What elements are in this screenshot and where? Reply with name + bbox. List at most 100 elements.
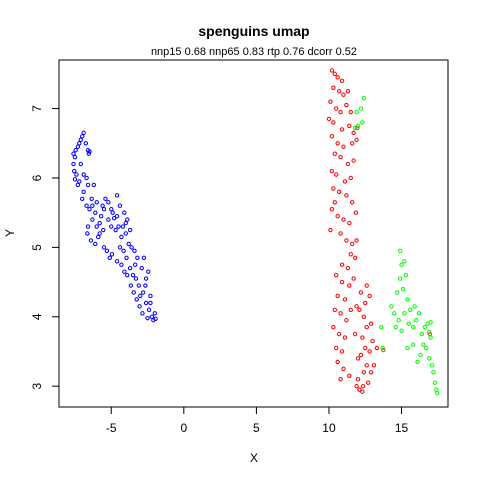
data-point-series-3	[428, 320, 433, 325]
data-point-series-2	[345, 89, 351, 94]
data-point-series-1	[85, 224, 91, 229]
data-point-series-1	[129, 245, 134, 250]
data-point-series-1	[78, 161, 83, 167]
data-point-series-1	[138, 293, 143, 299]
data-point-series-1	[117, 203, 123, 208]
axis-ticks: -5 0 5 10 15 3 4 5 6 7	[30, 105, 409, 435]
data-point-series-1	[106, 200, 111, 205]
data-point-series-2	[334, 345, 339, 351]
data-point-series-1	[71, 151, 76, 156]
data-point-series-1	[122, 269, 127, 274]
data-point-series-3	[415, 359, 420, 365]
data-point-series-2	[370, 338, 375, 344]
y-tick-label: 3	[30, 383, 44, 390]
data-point-series-2	[367, 293, 372, 299]
data-point-series-2	[335, 213, 340, 219]
data-point-series-3	[422, 324, 427, 330]
data-point-series-1	[125, 272, 130, 278]
data-point-series-2	[336, 189, 342, 195]
data-point-series-3	[380, 345, 385, 351]
data-point-series-2	[348, 307, 353, 313]
data-point-series-3	[412, 304, 417, 309]
data-point-series-1	[101, 245, 107, 250]
data-point-series-1	[120, 224, 126, 229]
y-tick-label: 4	[30, 313, 44, 320]
data-point-series-1	[126, 241, 131, 247]
data-point-series-3	[355, 123, 361, 129]
data-point-series-1	[133, 262, 138, 267]
data-point-series-1	[101, 207, 107, 212]
data-point-series-1	[89, 196, 94, 202]
data-point-series-2	[332, 200, 337, 205]
data-point-series-1	[71, 161, 76, 167]
data-point-series-1	[136, 283, 142, 288]
data-point-series-1	[117, 245, 123, 250]
data-point-series-2	[358, 290, 364, 295]
data-point-series-1	[114, 213, 120, 219]
data-point-series-1	[124, 255, 129, 260]
data-point-series-1	[97, 231, 102, 236]
data-point-series-3	[354, 109, 359, 115]
data-point-series-2	[345, 161, 351, 167]
y-axis-label: Y	[3, 229, 17, 237]
data-point-series-2	[339, 279, 345, 285]
data-point-series-1	[106, 217, 111, 222]
data-point-series-1	[146, 307, 152, 313]
data-point-series-2	[335, 141, 340, 146]
data-point-series-1	[88, 238, 94, 243]
data-point-series-3	[358, 106, 364, 111]
data-point-series-3	[426, 329, 432, 335]
data-point-series-3	[361, 95, 367, 101]
data-point-series-1	[90, 203, 95, 208]
data-point-series-1	[132, 248, 137, 254]
data-point-series-2	[331, 186, 336, 191]
data-point-series-1	[80, 134, 85, 139]
data-point-series-2	[338, 231, 343, 236]
data-point-series-3	[405, 345, 410, 351]
data-point-series-1	[141, 255, 147, 260]
data-point-series-3	[394, 290, 400, 295]
data-point-series-2	[357, 307, 362, 313]
x-axis-label: X	[250, 451, 258, 465]
data-point-series-2	[358, 352, 364, 358]
data-point-series-2	[336, 331, 342, 337]
data-point-series-1	[140, 311, 145, 316]
data-point-series-2	[344, 238, 349, 243]
data-point-series-2	[364, 363, 369, 368]
data-point-series-2	[338, 109, 343, 115]
data-point-series-1	[114, 259, 120, 264]
data-point-series-2	[341, 366, 346, 372]
x-tick-label: 0	[180, 421, 187, 435]
data-point-series-2	[339, 349, 345, 354]
data-point-series-3	[434, 387, 439, 392]
data-point-series-2	[335, 75, 340, 80]
data-point-series-2	[341, 217, 346, 222]
data-point-series-1	[86, 151, 91, 156]
data-point-series-2	[328, 99, 333, 104]
data-point-series-2	[353, 210, 359, 215]
data-point-series-2	[334, 106, 339, 111]
data-point-series-2	[355, 356, 361, 361]
data-point-series-3	[421, 342, 426, 347]
data-point-series-3	[434, 390, 440, 396]
data-point-series-2	[374, 345, 380, 351]
data-point-series-2	[342, 297, 348, 302]
data-point-series-1	[143, 283, 148, 288]
data-point-series-1	[134, 297, 139, 302]
data-point-series-2	[344, 102, 349, 108]
data-point-series-2	[371, 363, 377, 368]
data-point-series-1	[73, 148, 78, 153]
data-point-series-2	[360, 383, 366, 389]
data-point-series-3	[379, 324, 384, 330]
data-point-series-1	[94, 224, 99, 229]
data-point-series-4	[381, 347, 386, 353]
data-point-series-2	[342, 179, 348, 184]
data-point-series-3	[410, 342, 416, 347]
data-point-series-3	[360, 120, 365, 125]
data-point-series-2	[368, 370, 374, 375]
data-point-series-1	[146, 269, 151, 274]
data-point-series-1	[104, 248, 110, 254]
data-point-series-2	[331, 324, 336, 330]
data-point-series-2	[355, 377, 361, 382]
y-tick-label: 7	[30, 105, 44, 112]
